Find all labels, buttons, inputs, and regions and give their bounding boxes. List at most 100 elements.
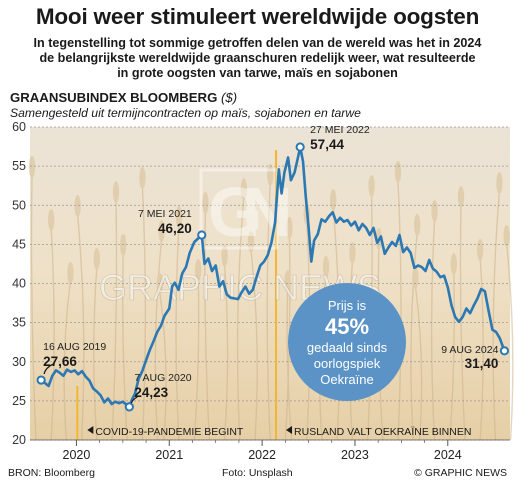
subtitle-line-1: In tegenstelling tot sommige getroffen d… xyxy=(33,36,482,50)
wheat-ear xyxy=(139,167,146,189)
wheat-ear xyxy=(286,217,293,239)
badge-circle xyxy=(288,283,406,401)
badge-line-2: gedaald sinds xyxy=(307,340,388,355)
wheat-stalk xyxy=(410,232,418,441)
wheat-stalk xyxy=(76,213,85,441)
decline-badge: Prijs is 45% gedaald sinds oorlogspiek O… xyxy=(288,283,406,401)
annotation-marker xyxy=(124,402,134,412)
watermark-logo-n: N xyxy=(242,173,293,251)
wheat-stalk xyxy=(159,291,167,441)
y-tick-label: 60 xyxy=(12,120,26,134)
annotation-value: 46,20 xyxy=(158,221,192,236)
wheat-stalk xyxy=(223,263,229,441)
wheat-ear xyxy=(477,239,484,261)
wheat-stalk xyxy=(204,210,211,441)
wheat-ear xyxy=(175,206,183,228)
wheat-ear xyxy=(48,209,55,231)
annotation-marker xyxy=(197,230,207,240)
wheat-stalk xyxy=(414,285,423,441)
series-line xyxy=(40,145,506,409)
wheat-stalk xyxy=(193,277,200,441)
annotation-marker xyxy=(295,142,305,152)
wheat-stalk xyxy=(430,218,436,441)
annotation-marker xyxy=(36,375,46,385)
wheat-stalk xyxy=(449,271,455,441)
chart-subtitle: Samengesteld uit termijncontracten op ma… xyxy=(10,106,361,120)
event-arrow-icon xyxy=(87,426,94,434)
event-label: RUSLAND VALT OEKRAÏNE BINNEN xyxy=(294,426,471,438)
wheat-stalk xyxy=(141,185,147,441)
wheat-stalk xyxy=(111,199,118,441)
annotation-marker xyxy=(499,346,510,356)
callout-arrow xyxy=(130,396,138,404)
annotation-date: 16 AUG 2019 xyxy=(43,341,106,353)
wheat-ear xyxy=(496,172,503,194)
badge-line-3: oorlogspiek xyxy=(314,356,381,371)
y-tick-label: 45 xyxy=(12,237,26,251)
y-tick-label: 40 xyxy=(12,277,26,291)
wheat-stalk xyxy=(266,182,271,441)
subtitle-line-2: de belangrijkste wereldwijde graanschure… xyxy=(39,51,476,65)
annotation-value: 31,40 xyxy=(465,356,499,371)
annotation-value: 24,23 xyxy=(134,385,168,400)
wheat-ear xyxy=(457,186,465,208)
wheat-ear xyxy=(349,242,356,264)
annotation-date: 27 MEI 2022 xyxy=(310,124,370,136)
wheat-ear xyxy=(284,270,291,292)
wheat-stalk xyxy=(492,190,501,441)
wheat-stalk xyxy=(122,252,128,441)
subtitle-line-3: in grote oogsten van tarwe, maïs en soja… xyxy=(117,66,398,80)
wheat-ear xyxy=(74,195,81,217)
y-tick-label: 50 xyxy=(12,198,26,212)
event-label: COVID-19-PANDEMIE BEGINT xyxy=(95,426,244,438)
wheat-ear xyxy=(368,175,375,197)
wheat-ear xyxy=(414,214,421,236)
wheat-ear xyxy=(28,156,36,178)
wheat-ear xyxy=(412,267,419,289)
y-axis: 20 25 30 35 40 45 50 55 60 xyxy=(12,120,26,447)
wheat-stalk xyxy=(479,257,484,441)
chart-unit: ($) xyxy=(221,90,238,105)
y-tick-label: 20 xyxy=(12,433,26,447)
wheat-stalk xyxy=(236,196,245,441)
wheat-stalk xyxy=(50,227,55,441)
wheat-stalk xyxy=(63,280,72,441)
x-tick-label: 2020 xyxy=(63,448,91,462)
wheat-stalk xyxy=(459,204,466,441)
wheat-stalk xyxy=(250,249,258,441)
subtitle: In tegenstelling tot sommige getroffen d… xyxy=(6,36,509,81)
wheat-stalk xyxy=(397,179,402,441)
event-arrow-icon xyxy=(286,426,293,434)
wheat-ear xyxy=(394,161,402,183)
wheat-ear xyxy=(267,164,274,186)
source-credit: BRON: Bloomberg xyxy=(8,467,95,479)
y-tick-label: 25 xyxy=(12,394,26,408)
wheat-ear xyxy=(158,220,165,242)
x-tick-label: 2024 xyxy=(434,448,462,462)
wheat-stalk xyxy=(286,288,293,441)
badge-value: 45% xyxy=(325,314,369,339)
wheat-ear xyxy=(112,181,120,203)
y-tick-label: 30 xyxy=(12,355,26,369)
headline: Mooi weer stimuleert wereldwijde oogsten xyxy=(35,4,480,29)
watermark-logo-g: G xyxy=(208,173,262,251)
photo-credit: Foto: Unsplash xyxy=(222,467,293,479)
wheat-ear xyxy=(67,262,74,284)
wheat-ear xyxy=(503,225,510,247)
copyright-credit: © GRAPHIC NEWS xyxy=(414,467,507,479)
badge-line-4: Oekraïne xyxy=(320,372,373,387)
y-tick-label: 55 xyxy=(12,159,26,173)
wheat-ear xyxy=(240,178,247,200)
x-tick-label: 2023 xyxy=(341,448,369,462)
y-tick-label: 35 xyxy=(12,316,26,330)
wheat-ear xyxy=(221,245,228,267)
wheat-ear xyxy=(450,253,457,275)
wheat-ear xyxy=(120,234,127,256)
wheat-stalk xyxy=(30,174,37,441)
wheat-ear xyxy=(330,189,337,211)
callout-arrow xyxy=(43,363,54,375)
wheat-ear xyxy=(195,259,202,281)
badge-line-1: Prijs is xyxy=(328,298,367,313)
